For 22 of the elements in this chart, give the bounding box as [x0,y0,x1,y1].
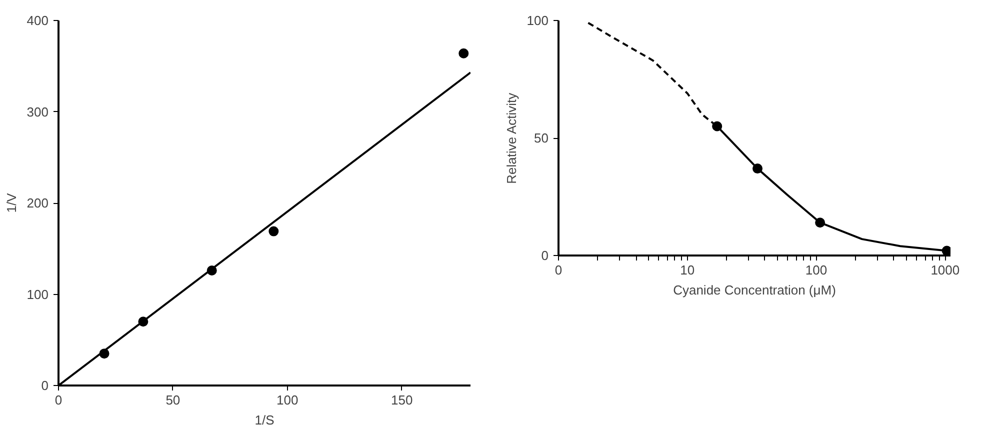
x-tick-label: 50 [166,392,180,408]
y-tick-label: 0 [541,248,549,263]
y-axis-title: 1/V [4,192,19,213]
x-axis-title: 1/S [254,412,275,428]
x-tick-label: 0 [54,392,62,408]
y-tick-label: 0 [41,378,49,393]
y-tick-label: 50 [534,130,549,146]
x-tick-label: 100 [805,262,828,278]
x-tick-label: 1000 [930,262,960,278]
y-tick-label: 200 [26,196,49,210]
x-tick-label: 0 [554,262,562,278]
y-tick-label: 100 [526,13,549,28]
point [458,48,469,58]
point [268,226,279,236]
x-tick-label: 100 [276,392,298,408]
x-tick-label: 150 [390,392,413,408]
y-tick-label: 400 [26,13,49,28]
y-tick-label: 300 [26,104,49,120]
x-tick-label: 10 [680,262,695,278]
y-axis-title: Relative Activity [504,92,519,184]
x-axis-title: Cyanide Concentration (μM) [673,282,836,298]
y-tick-label: 100 [26,286,49,302]
